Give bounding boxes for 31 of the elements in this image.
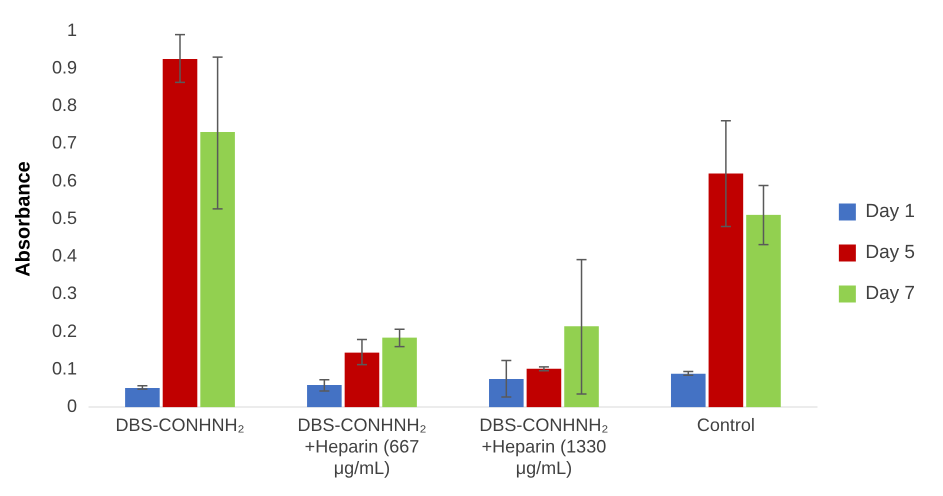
y-tick-label: 0.3 bbox=[52, 283, 78, 304]
y-tick-label: 1 bbox=[67, 20, 78, 40]
legend-label: Day 5 bbox=[865, 242, 916, 264]
y-axis-title: Absorbance bbox=[12, 161, 35, 277]
bar bbox=[344, 352, 380, 408]
y-tick-label: 0.9 bbox=[52, 57, 78, 78]
bar bbox=[670, 374, 706, 408]
x-tick-label: DBS-CONHNH₂ +Heparin (1330 μg/mL) bbox=[479, 414, 608, 478]
bar bbox=[307, 384, 342, 408]
bar bbox=[162, 59, 198, 408]
y-tick-label: 0.8 bbox=[52, 95, 78, 116]
bar bbox=[746, 214, 781, 408]
legend-label: Day 1 bbox=[865, 201, 916, 222]
bar bbox=[526, 368, 562, 408]
bar bbox=[564, 326, 599, 408]
bar bbox=[200, 132, 235, 408]
y-tick-label: 0.7 bbox=[52, 132, 78, 153]
bar bbox=[708, 173, 744, 408]
y-tick-label: 0 bbox=[67, 396, 78, 416]
y-tick-label: 0.4 bbox=[52, 246, 78, 266]
x-tick-label: Control bbox=[696, 414, 755, 435]
y-tick-label: 0.2 bbox=[52, 320, 78, 341]
x-tick-label: DBS-CONHNH₂ bbox=[116, 414, 245, 435]
y-tick-label: 0.6 bbox=[52, 170, 78, 190]
y-tick-label: 0.1 bbox=[52, 358, 78, 379]
y-tick-label: 0.5 bbox=[52, 208, 78, 228]
bar bbox=[125, 388, 160, 408]
bar bbox=[489, 378, 524, 408]
bar bbox=[382, 338, 417, 408]
x-tick-label: DBS-CONHNH₂ +Heparin (667 μg/mL) bbox=[297, 414, 426, 478]
legend-label: Day 7 bbox=[865, 283, 916, 304]
